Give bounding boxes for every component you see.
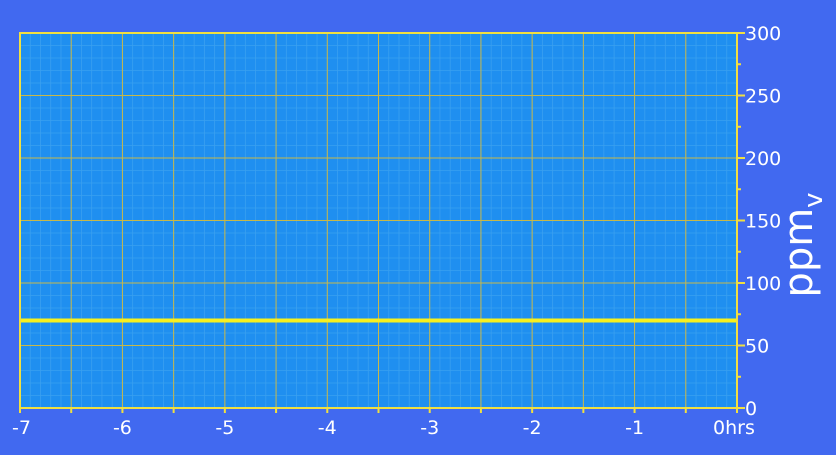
- x-tick-label: -6: [113, 417, 132, 439]
- major-grid: [20, 33, 737, 408]
- y-tick-label: 300: [745, 23, 781, 45]
- y-tick-label: 200: [745, 148, 781, 170]
- x-tick-label: -7: [12, 417, 31, 439]
- x-tick-label: -1: [625, 417, 644, 439]
- y-tick-label: 0: [745, 398, 757, 420]
- y-axis-label-text: ppm: [776, 208, 822, 298]
- x-tick-label: -5: [215, 417, 234, 439]
- x-tick-label: -3: [420, 417, 439, 439]
- x-tick-label: 0hrs: [713, 417, 755, 439]
- x-tick-label: -4: [318, 417, 337, 439]
- y-axis-label-subscript: v: [799, 192, 829, 207]
- y-tick-label: 250: [745, 86, 781, 108]
- y-tick-label: 50: [745, 336, 769, 358]
- y-tick-label: 150: [745, 211, 781, 233]
- x-tick-label: -2: [523, 417, 542, 439]
- y-tick-label: 100: [745, 273, 781, 295]
- y-axis-label: ppmv: [776, 192, 829, 297]
- axis-layer: [19, 32, 745, 413]
